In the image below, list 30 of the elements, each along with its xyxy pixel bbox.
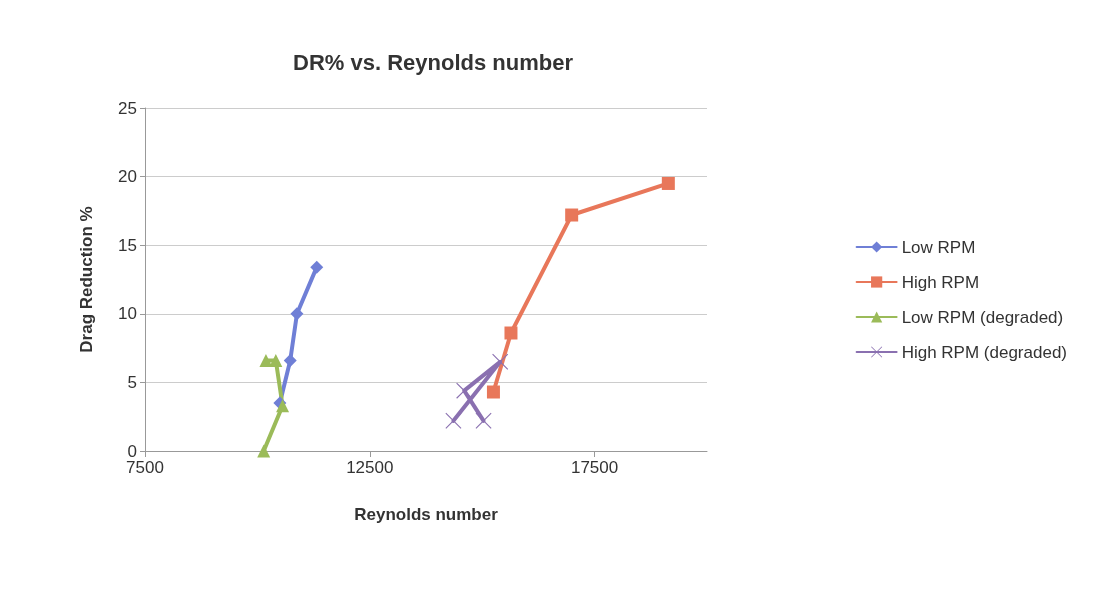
x-tick-label: 7500: [126, 458, 164, 477]
point: [492, 353, 509, 370]
legend-label: Low RPM (degraded): [901, 307, 1064, 327]
point: [290, 307, 304, 321]
y-tick-label: 20: [118, 167, 137, 187]
point: [486, 385, 500, 399]
y-tick-label: 10: [118, 304, 137, 324]
point: [475, 412, 492, 429]
point: [504, 326, 518, 340]
y-tick-label: 0: [127, 441, 137, 461]
point: [259, 353, 273, 367]
y-axis-title: Drag Reduction %: [77, 206, 96, 353]
y-tick-label: 5: [127, 372, 137, 392]
point: [310, 260, 324, 274]
x-axis-title: Reynolds number: [354, 505, 499, 524]
point: [661, 176, 675, 190]
legend-label: Low RPM: [901, 237, 976, 257]
legend-label: High RPM (degraded): [901, 342, 1068, 362]
x-tick-label: 12500: [346, 458, 394, 477]
point: [445, 412, 462, 429]
chart-title: DR% vs. Reynolds number: [293, 49, 574, 75]
legend-label: High RPM: [901, 272, 980, 292]
point: [257, 444, 271, 458]
y-tick-label: 25: [118, 98, 137, 118]
point: [456, 382, 473, 399]
point: [565, 208, 579, 222]
point: [283, 353, 297, 367]
y-tick-label: 15: [118, 235, 137, 255]
x-tick-label: 17500: [570, 458, 619, 477]
point: [269, 353, 283, 367]
